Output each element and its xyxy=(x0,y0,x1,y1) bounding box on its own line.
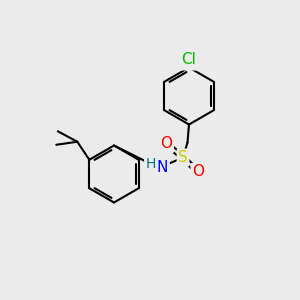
Text: Cl: Cl xyxy=(182,52,196,68)
Text: S: S xyxy=(178,150,188,165)
Text: O: O xyxy=(160,136,172,152)
Text: O: O xyxy=(192,164,204,179)
Text: Cl: Cl xyxy=(182,54,196,69)
Text: H: H xyxy=(146,158,156,171)
Text: N: N xyxy=(157,160,168,175)
